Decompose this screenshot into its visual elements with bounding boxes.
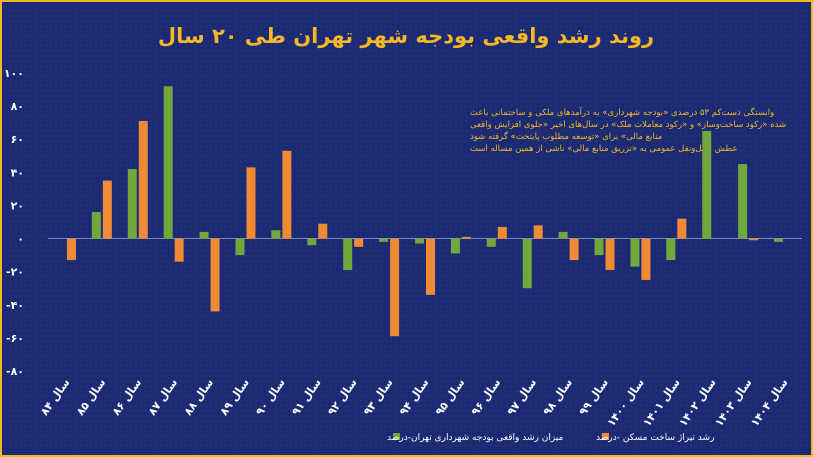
bar-housing-growth [174,238,184,262]
bar-budget-growth [738,164,748,239]
bar-budget-growth [271,230,281,239]
annotation-line: عطش حمل‌ونقل عمومی به «تزریق منابع مالی»… [470,144,738,154]
bar-budget-growth [558,231,568,239]
bar-housing-growth [138,121,148,239]
bar-housing-growth [533,225,543,239]
y-tick-label: -۲۰ [6,266,24,279]
bar-housing-growth [641,238,651,280]
legend-label: میزان رشد واقعی بودجه شهرداری تهران-درصد [387,433,564,443]
bar-budget-growth [415,238,424,244]
bar-housing-growth [461,236,471,239]
bar-budget-growth [199,231,209,239]
bar-housing-growth [318,223,328,239]
bar-budget-growth [486,238,496,247]
y-tick-label: ۶۰ [11,133,24,146]
bar-budget-growth [774,238,784,242]
y-tick-label: -۶۰ [6,332,24,345]
bar-budget-growth [127,169,137,239]
y-tick-label: ۱۰۰ [4,67,24,80]
y-axis: -۸۰ -۶۰ -۴۰ -۲۰ ۰ ۲۰ ۴۰ ۶۰ ۸۰ ۱۰۰ [4,67,24,378]
chart-annotation: وابستگی دست‌کم ۵۳ درصدی «بودجه شهرداری» … [470,106,786,154]
bar-housing-growth [210,238,220,312]
bar-housing-growth [749,238,759,241]
y-tick-label: ۴۰ [11,166,24,179]
bar-housing-growth [246,167,256,239]
bar-budget-growth [666,238,676,261]
legend-label: رشد تیراژ ساخت مسکن -درصد [596,433,714,443]
y-tick-label: ۲۰ [11,199,24,212]
bar-housing-growth [605,238,615,271]
legend-swatch [602,433,609,440]
bar-budget-growth [343,238,353,271]
bar-budget-growth [594,238,604,256]
bars [48,86,802,337]
bar-budget-growth [163,86,173,239]
bar-budget-growth [307,238,317,246]
bar-housing-growth [390,238,400,337]
annotation-line: وابستگی دست‌کم ۵۳ درصدی «بودجه شهرداری» … [470,106,774,118]
y-tick-label: ۸۰ [11,100,24,113]
bar-housing-growth [354,238,364,247]
bar-housing-growth [426,238,435,295]
bar-budget-growth [379,238,389,242]
bar-housing-growth [497,226,507,239]
legend: میزان رشد واقعی بودجه شهرداری تهران-درصد… [387,433,714,443]
annotation-line: شده «رکود ساخت‌وساز» و «رکود معاملات ملک… [470,120,786,130]
bar-housing-growth [282,150,292,239]
bar-housing-growth [569,238,579,261]
bar-budget-growth [450,238,460,254]
bar-housing-growth [102,180,112,239]
annotation-line: منابع مالی» برای «توسعه مطلوب پایتخت» گر… [470,131,662,142]
bar-housing-growth [66,238,76,261]
bar-budget-growth [630,238,640,267]
bar-budget-growth [91,212,101,239]
bar-budget-growth [235,238,245,256]
bar-budget-growth [522,238,532,289]
bar-budget-growth [702,130,712,239]
y-tick-label: -۸۰ [6,365,24,378]
y-tick-label: ۰ [17,233,24,246]
y-tick-label: -۴۰ [6,299,24,312]
bar-housing-growth [677,218,687,239]
chart-title: روند رشد واقعی بودجه شهر تهران طی ۲۰ سال [158,24,654,48]
legend-swatch [393,433,400,440]
